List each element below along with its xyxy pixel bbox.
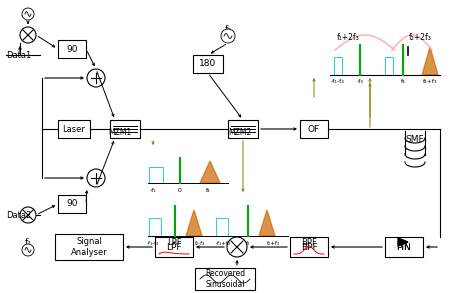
Bar <box>149 167 163 183</box>
FancyBboxPatch shape <box>58 195 86 213</box>
FancyBboxPatch shape <box>385 237 423 257</box>
Circle shape <box>20 207 36 223</box>
FancyBboxPatch shape <box>110 120 140 138</box>
Text: Recovered
Sinusoidal: Recovered Sinusoidal <box>205 269 245 289</box>
Text: MZM2: MZM2 <box>228 128 252 137</box>
FancyBboxPatch shape <box>55 234 123 260</box>
Circle shape <box>87 69 105 87</box>
Bar <box>216 218 228 236</box>
FancyBboxPatch shape <box>300 120 328 138</box>
Text: -f₁: -f₁ <box>150 188 156 193</box>
Text: PIN: PIN <box>397 243 411 251</box>
Text: -f₁-f₃: -f₁-f₃ <box>331 79 345 84</box>
Circle shape <box>227 237 247 257</box>
FancyBboxPatch shape <box>193 55 223 73</box>
FancyBboxPatch shape <box>58 40 86 58</box>
Text: LPF: LPF <box>167 238 182 247</box>
Circle shape <box>20 27 36 43</box>
Text: PIN: PIN <box>397 243 411 251</box>
Polygon shape <box>200 161 220 183</box>
Text: -f₃: -f₃ <box>356 79 364 84</box>
Circle shape <box>22 244 34 256</box>
Circle shape <box>22 8 34 20</box>
Bar <box>334 57 342 75</box>
Text: SMF: SMF <box>406 135 424 144</box>
Text: f₁: f₁ <box>25 8 31 17</box>
Text: f₃: f₃ <box>246 241 250 246</box>
Text: f₃: f₃ <box>401 79 405 84</box>
Polygon shape <box>422 47 438 75</box>
Circle shape <box>221 29 235 43</box>
Text: BPF: BPF <box>301 243 317 251</box>
Text: OF: OF <box>308 125 320 134</box>
Text: BPF: BPF <box>301 238 317 247</box>
Text: MZM1: MZM1 <box>109 128 132 137</box>
Text: -f₁-f₃: -f₁-f₃ <box>147 241 159 246</box>
FancyBboxPatch shape <box>228 120 258 138</box>
Text: Signal
Analyser: Signal Analyser <box>71 237 108 257</box>
Text: 0: 0 <box>178 188 182 193</box>
Bar <box>385 57 393 75</box>
FancyBboxPatch shape <box>58 120 90 138</box>
Text: f₃: f₃ <box>225 25 231 34</box>
Text: Data1: Data1 <box>6 50 31 59</box>
FancyBboxPatch shape <box>155 237 193 257</box>
Polygon shape <box>398 238 408 246</box>
Text: f₂+2f₃: f₂+2f₃ <box>409 33 431 42</box>
Text: LPF: LPF <box>166 243 182 251</box>
Text: f₁+2f₃: f₁+2f₃ <box>337 33 359 42</box>
Text: f₂: f₂ <box>25 238 31 247</box>
Text: -f₁+f₃: -f₁+f₃ <box>216 241 230 246</box>
FancyBboxPatch shape <box>290 237 328 257</box>
Polygon shape <box>259 210 275 236</box>
Text: f₂+f₃: f₂+f₃ <box>423 79 437 84</box>
FancyBboxPatch shape <box>195 268 255 290</box>
Polygon shape <box>186 210 202 236</box>
Text: f₂-f₃: f₂-f₃ <box>195 241 205 246</box>
Text: Laser: Laser <box>63 125 85 134</box>
Text: Data2: Data2 <box>6 210 31 219</box>
Circle shape <box>87 169 105 187</box>
Text: 180: 180 <box>200 59 217 69</box>
Text: -f₃: -f₃ <box>172 241 178 246</box>
Text: 90: 90 <box>66 200 78 209</box>
Text: f₂: f₂ <box>206 188 210 193</box>
Text: 90: 90 <box>66 45 78 54</box>
Text: f₂+f₃: f₂+f₃ <box>266 241 280 246</box>
Bar <box>149 218 161 236</box>
